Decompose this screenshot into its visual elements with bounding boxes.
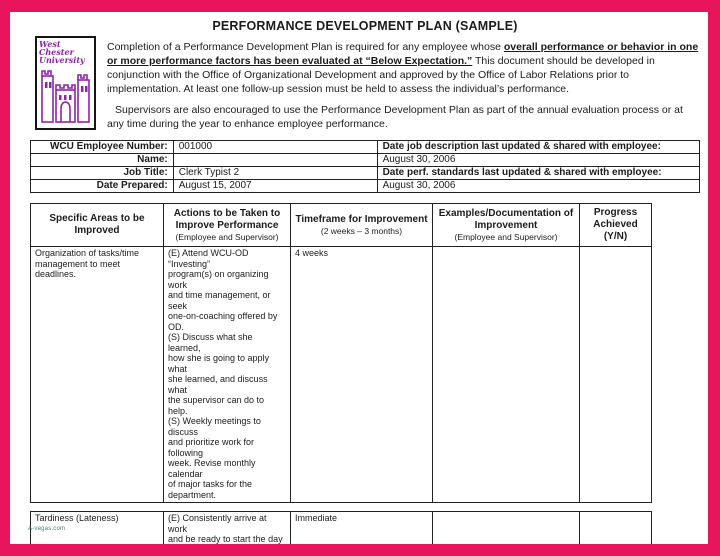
plan-row-tardiness: Tardiness (Lateness) (E) Consistently ar… xyxy=(30,511,652,544)
table-row: Date Prepared: August 15, 2007 August 30… xyxy=(30,179,701,193)
header-specific-areas: Specific Areas to be Improved xyxy=(30,203,164,247)
date-prepared-label: Date Prepared: xyxy=(30,179,174,193)
job-title-value: Clerk Typist 2 xyxy=(172,166,378,180)
table-row: WCU Employee Number: 001000 Date job des… xyxy=(30,140,701,154)
castle-icon xyxy=(41,70,90,123)
plan-row-organization: Organization of tasks/time management to… xyxy=(30,246,652,503)
table-row: Name: August 30, 2006 xyxy=(30,153,701,167)
area-cell: Tardiness (Lateness) xyxy=(30,511,164,544)
examples-cell xyxy=(432,246,580,503)
name-value xyxy=(172,153,378,167)
intro-text-pre: Completion of a Performance Development … xyxy=(107,41,504,53)
examples-cell xyxy=(432,511,580,544)
header-subtitle: (2 weeks – 3 months) xyxy=(320,225,403,236)
development-plan-table-continued: Tardiness (Lateness) (E) Consistently ar… xyxy=(30,511,652,544)
watermark-text: A-vegas.com xyxy=(28,526,66,532)
university-logo: West Chester University xyxy=(35,36,96,130)
employee-info-table: WCU Employee Number: 001000 Date job des… xyxy=(30,140,701,193)
header-title: Specific Areas to be Improved xyxy=(49,213,145,236)
header-title: Timeframe for Improvement xyxy=(295,213,428,225)
timeframe-cell: Immediate xyxy=(290,511,433,544)
document-body: PERFORMANCE DEVELOPMENT PLAN (SAMPLE) We… xyxy=(10,12,708,544)
header-subtitle: (Employee and Supervisor) xyxy=(454,231,558,242)
header-title: Progress Achieved (Y/N) xyxy=(593,207,638,242)
timeframe-cell: 4 weeks xyxy=(290,246,433,503)
logo-line-1: West xyxy=(39,39,61,49)
header-examples: Examples/Documentation of Improvement (Em… xyxy=(432,203,580,247)
date-prepared-value: August 15, 2007 xyxy=(172,179,378,193)
employee-number-label: WCU Employee Number: xyxy=(30,140,174,154)
job-desc-updated-label: Date job description last updated & shar… xyxy=(376,140,701,154)
header-actions: Actions to be Taken to Improve Performan… xyxy=(163,203,291,247)
progress-cell xyxy=(579,246,652,503)
header-title: Actions to be Taken to Improve Performan… xyxy=(173,207,281,231)
plan-header-row: Specific Areas to be Improved Actions to… xyxy=(30,203,652,247)
page-title: PERFORMANCE DEVELOPMENT PLAN (SAMPLE) xyxy=(212,19,518,33)
perf-standards-updated-label: Date perf. standards last updated & shar… xyxy=(376,166,701,180)
supervisors-paragraph: Supervisors are also encouraged to use t… xyxy=(107,104,683,130)
header-progress: Progress Achieved (Y/N) xyxy=(579,203,652,247)
table-row: Job Title: Clerk Typist 2 Date perf. sta… xyxy=(30,166,701,180)
name-label: Name: xyxy=(30,153,174,167)
intro-text-emphasis: overall performance or behavior in one o… xyxy=(107,41,699,67)
area-cell: Organization of tasks/time management to… xyxy=(30,246,164,503)
header-title: Examples/Documentation of Improvement xyxy=(438,207,574,231)
progress-cell xyxy=(579,511,652,544)
employee-number-value: 001000 xyxy=(172,140,378,154)
development-plan-table: Specific Areas to be Improved Actions to… xyxy=(30,203,652,503)
job-desc-updated-value: August 30, 2006 xyxy=(376,153,701,167)
actions-cell: (E) Attend WCU-OD “Investing” program(s)… xyxy=(163,246,291,503)
perf-standards-updated-value: August 30, 2006 xyxy=(376,179,701,193)
header-subtitle: (Employee and Supervisor) xyxy=(175,231,279,242)
university-logo-text: West Chester University xyxy=(37,38,94,64)
intro-text-post: This document should be developed in con… xyxy=(107,55,655,95)
actions-cell: (E) Consistently arrive at work and be r… xyxy=(163,511,291,544)
header-timeframe: Timeframe for Improvement (2 weeks – 3 mo… xyxy=(290,203,433,247)
intro-paragraph: Completion of a Performance Development … xyxy=(30,40,700,96)
logo-line-3: University xyxy=(39,55,85,65)
job-title-label: Job Title: xyxy=(30,166,174,180)
logo-line-2: Chester xyxy=(39,47,74,57)
